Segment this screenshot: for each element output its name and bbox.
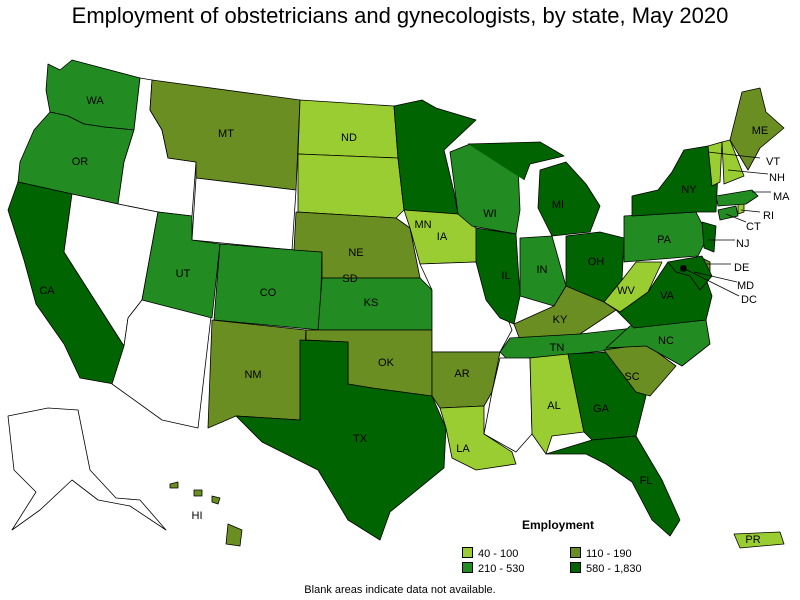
- state-nj: [701, 221, 717, 253]
- state-mn: [393, 99, 477, 215]
- leader-line-ri: [740, 209, 761, 213]
- state-label-wv: WV: [617, 285, 635, 297]
- state-label-ca: CA: [39, 285, 55, 297]
- state-ar: [431, 351, 501, 409]
- legend-label-1: 40 - 100: [478, 548, 519, 560]
- state-label-me: ME: [752, 125, 769, 137]
- state-label-mn: MN: [414, 219, 431, 231]
- legend-item-3: 210 - 530: [462, 562, 524, 575]
- state-az: [111, 299, 213, 429]
- states-layer: [7, 59, 785, 549]
- state-label-ut: UT: [176, 268, 191, 280]
- legend-label-2: 110 - 190: [586, 548, 632, 560]
- state-nc: [605, 319, 711, 367]
- state-label-de: DE: [734, 262, 749, 274]
- leader-lines: [680, 151, 771, 297]
- state-label-il: IL: [501, 270, 510, 282]
- state-label-va: VA: [660, 290, 675, 302]
- state-label-tn: TN: [550, 342, 565, 354]
- state-wv: [603, 261, 663, 313]
- state-label-la: LA: [456, 443, 470, 455]
- state-label-dc: DC: [741, 294, 757, 306]
- state-ak: [7, 407, 167, 531]
- state-ny: [631, 145, 719, 217]
- state-hi: [169, 481, 243, 547]
- state-il: [475, 227, 521, 325]
- state-label-ia: IA: [437, 231, 448, 243]
- state-label-nh: NH: [769, 172, 785, 184]
- legend-swatch-2: [570, 547, 581, 558]
- state-pr: [733, 531, 785, 549]
- leader-line-dc: [682, 267, 740, 297]
- state-label-mi: MI: [552, 199, 564, 211]
- legend-item-4: 580 - 1,830: [570, 562, 642, 575]
- state-label-or: OR: [72, 156, 89, 168]
- state-label-co: CO: [260, 287, 277, 299]
- legend-swatch-4: [570, 562, 581, 573]
- state-label-tx: TX: [353, 433, 368, 445]
- state-label-mt: MT: [218, 128, 234, 140]
- state-nh: [721, 139, 745, 185]
- state-la: [439, 405, 517, 471]
- state-label-nc: NC: [658, 335, 674, 347]
- state-label-sc: SC: [624, 371, 639, 383]
- legend-title: Employment: [522, 518, 595, 532]
- legend-swatch-3: [462, 562, 473, 573]
- leader-line-vt: [707, 151, 761, 159]
- legend-swatch-1: [462, 547, 473, 558]
- state-label-ar: AR: [454, 368, 469, 380]
- leader-line-nh: [727, 169, 769, 175]
- state-ri: [737, 203, 745, 215]
- state-fl: [545, 435, 681, 537]
- state-label-wi: WI: [483, 208, 496, 220]
- state-wy: [191, 177, 297, 251]
- data-note: Blank areas indicate data not available.: [304, 584, 496, 596]
- state-sd: [297, 153, 405, 219]
- state-label-hi: HI: [192, 510, 203, 522]
- state-ma: [715, 189, 759, 207]
- state-label-ma: MA: [773, 191, 790, 203]
- state-label-ok: OK: [378, 357, 395, 369]
- state-label-ny: NY: [681, 184, 697, 196]
- state-label-ct: CT: [746, 221, 761, 233]
- state-label-fl: FL: [640, 475, 653, 487]
- legend-item-1: 40 - 100: [462, 547, 518, 560]
- state-label-oh: OH: [588, 256, 605, 268]
- state-label-ga: GA: [593, 403, 610, 415]
- state-labels: WA OR CA UT MT CO NM ND SD NE KS OK TX MN IA AR LA WI IL MI…: [39, 95, 790, 546]
- state-label-ne: NE: [348, 247, 363, 259]
- state-mi: [467, 141, 601, 237]
- dc-marker: [680, 265, 686, 271]
- state-label-vt: VT: [766, 156, 780, 168]
- legend-label-4: 580 - 1,830: [586, 563, 642, 575]
- legend-label-3: 210 - 530: [478, 563, 525, 575]
- state-label-md: MD: [737, 280, 754, 292]
- state-label-sd: SD: [342, 273, 357, 285]
- state-label-al: AL: [547, 400, 560, 412]
- state-label-in: IN: [537, 264, 548, 276]
- state-label-nm: NM: [244, 369, 261, 381]
- state-label-wa: WA: [86, 95, 104, 107]
- state-label-ri: RI: [763, 210, 774, 222]
- leader-line-ct: [725, 213, 747, 223]
- state-tx: [235, 339, 447, 541]
- state-me: [729, 87, 785, 171]
- legend-item-2: 110 - 190: [570, 547, 632, 560]
- leader-line-md: [693, 271, 738, 283]
- state-label-nd: ND: [341, 132, 357, 144]
- state-label-nj: NJ: [736, 238, 749, 250]
- state-label-pr: PR: [745, 534, 760, 546]
- state-label-ky: KY: [553, 314, 568, 326]
- map-title: Employment of obstetricians and gynecolo…: [71, 3, 729, 28]
- state-label-pa: PA: [657, 234, 672, 246]
- state-md: [667, 255, 713, 291]
- state-nd: [297, 99, 399, 159]
- state-label-ks: KS: [364, 297, 379, 309]
